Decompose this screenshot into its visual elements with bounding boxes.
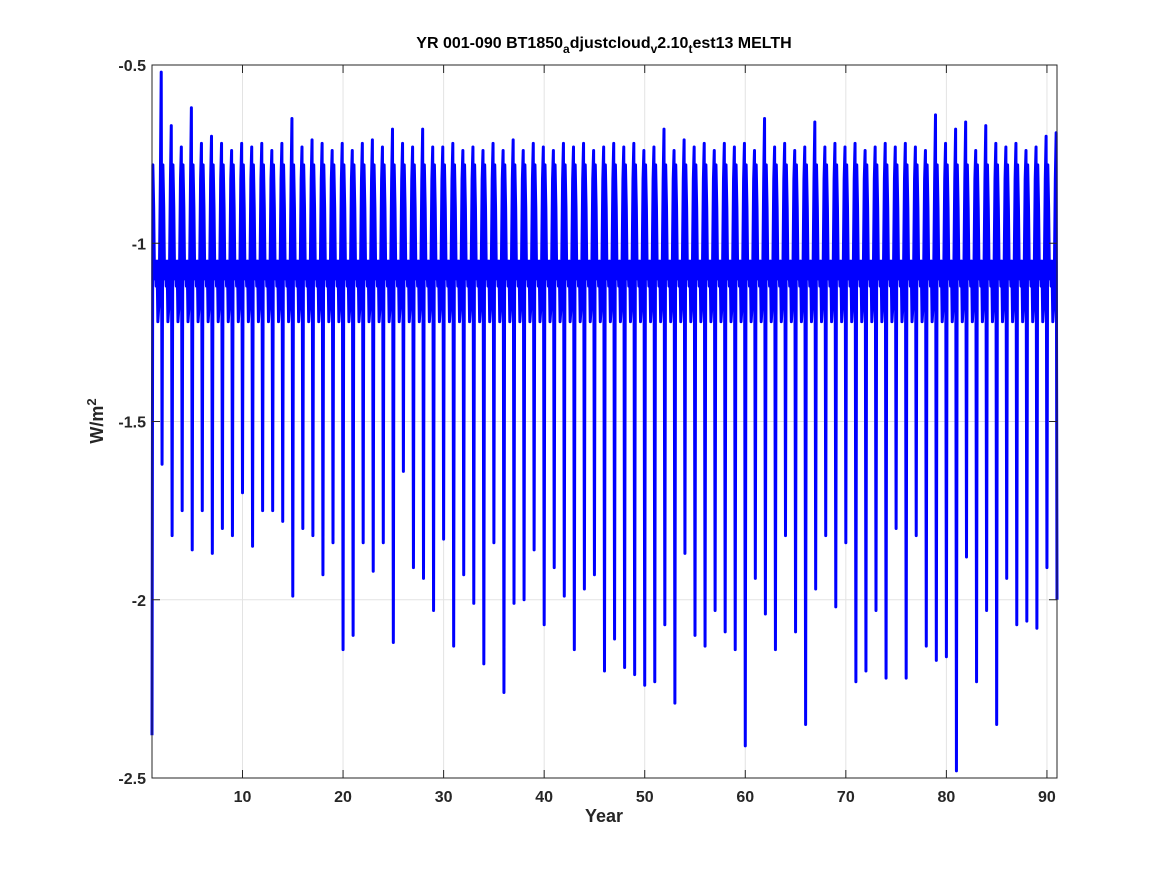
x-tick-label: 20 bbox=[334, 789, 352, 806]
x-tick-label: 70 bbox=[837, 789, 855, 806]
x-tick-labels: 10 20 30 40 50 60 70 80 90 bbox=[234, 789, 1056, 806]
x-tick-label: 50 bbox=[636, 789, 654, 806]
series-line bbox=[150, 70, 1059, 773]
title-part-3: 2.10 bbox=[657, 35, 688, 52]
y-tick-labels: -0.5 -1 -1.5 -2 -2.5 bbox=[118, 58, 146, 788]
y-tick-label: -2.5 bbox=[118, 771, 146, 788]
x-tick-label: 30 bbox=[435, 789, 453, 806]
title-part-4: est13 MELTH bbox=[692, 35, 791, 52]
x-tick-label: 60 bbox=[736, 789, 754, 806]
chart-title: YR 001-090 BT1850adjustcloudv2.10test13 … bbox=[416, 35, 791, 56]
series-layer bbox=[150, 70, 1059, 773]
y-axis-label: W/m2 bbox=[84, 398, 107, 443]
x-tick-label: 90 bbox=[1038, 789, 1056, 806]
title-sub-2: v bbox=[651, 42, 658, 56]
ticks bbox=[152, 64, 1057, 779]
y-tick-label: -0.5 bbox=[118, 58, 146, 75]
x-tick-label: 10 bbox=[234, 789, 252, 806]
x-tick-label: 40 bbox=[535, 789, 553, 806]
y-axis-label-sup: 2 bbox=[84, 398, 99, 405]
title-part-2: djustcloud bbox=[570, 35, 651, 52]
y-tick-label: -2 bbox=[132, 593, 146, 610]
title-part-1: YR 001-090 BT1850 bbox=[416, 35, 563, 52]
y-axis-label-base: W/m bbox=[87, 406, 107, 444]
x-tick-label: 80 bbox=[937, 789, 955, 806]
x-axis-label: Year bbox=[585, 806, 623, 826]
y-tick-label: -1 bbox=[132, 236, 146, 253]
title-sub-3: t bbox=[688, 42, 692, 56]
y-tick-label: -1.5 bbox=[118, 415, 146, 432]
title-sub-1: a bbox=[563, 42, 570, 56]
